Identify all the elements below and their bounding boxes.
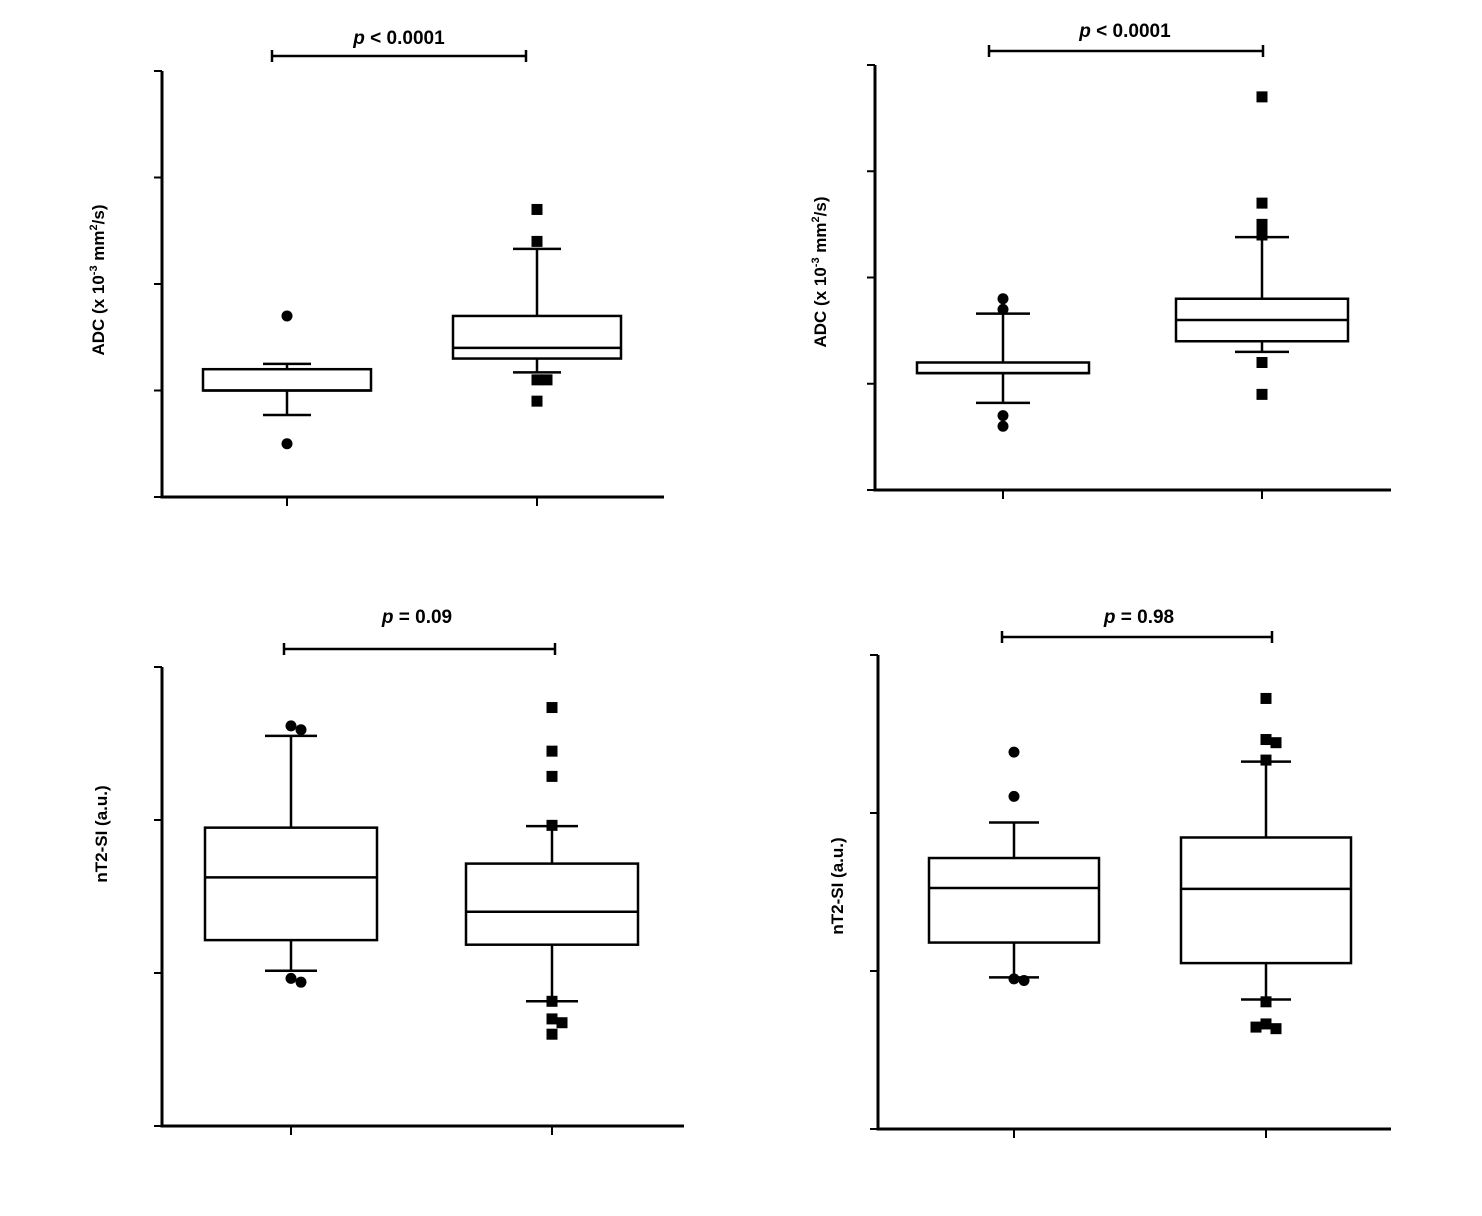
y-axis-label: nT2-SI (a.u.) bbox=[92, 785, 111, 882]
outlier-point bbox=[531, 395, 543, 407]
outlier-point bbox=[295, 724, 307, 736]
p-value-symbol: p bbox=[1078, 21, 1091, 42]
y-axis-label: ADC (x 10-3 mm2/s) bbox=[810, 196, 830, 347]
outlier-point bbox=[997, 410, 1009, 422]
y-axis-label-exponent: 2 bbox=[810, 216, 822, 222]
outlier-point bbox=[285, 972, 297, 984]
outlier-point bbox=[1270, 737, 1282, 749]
outlier-point bbox=[1256, 197, 1268, 209]
outlier-point bbox=[546, 1013, 558, 1025]
outlier-point bbox=[531, 235, 543, 247]
y-axis-label-exponent: -3 bbox=[88, 265, 100, 275]
y-axis-label-exponent: 2 bbox=[88, 224, 100, 230]
outlier-point bbox=[1018, 974, 1030, 986]
y-axis-label-unit: /s) bbox=[89, 204, 108, 224]
y-axis-label-exponent: -3 bbox=[810, 257, 822, 267]
box-iqr bbox=[464, 862, 640, 946]
p-value-text: = 0.09 bbox=[393, 607, 452, 628]
outlier-point bbox=[541, 374, 553, 386]
p-value-label: p < 0.0001 bbox=[352, 28, 445, 49]
p-value-text: < 0.0001 bbox=[1091, 21, 1171, 42]
p-value-text: = 0.98 bbox=[1115, 607, 1174, 628]
y-axis-label-text: ADC (x 10 bbox=[89, 275, 108, 355]
outlier-point bbox=[546, 1028, 558, 1040]
box-iqr bbox=[201, 367, 373, 392]
outlier-point bbox=[546, 995, 558, 1007]
outlier-point bbox=[1260, 996, 1272, 1008]
y-axis-label-unit: /s) bbox=[811, 196, 830, 216]
outlier-point bbox=[1256, 388, 1268, 400]
outlier-point bbox=[997, 293, 1009, 305]
outlier-point bbox=[546, 819, 558, 831]
outlier-point bbox=[281, 310, 293, 322]
chart-panel-b: ADC (x 10-3 mm2/s) p < 0.0001 bbox=[810, 21, 1391, 499]
outlier-point bbox=[1256, 357, 1268, 368]
outlier-point bbox=[546, 702, 558, 714]
outlier-point bbox=[1008, 746, 1020, 758]
y-axis-label-text: nT2-SI (a.u.) bbox=[92, 785, 111, 882]
outlier-point bbox=[281, 438, 293, 450]
box-iqr bbox=[927, 856, 1101, 944]
outlier-point bbox=[285, 720, 297, 732]
outlier-point bbox=[1270, 1023, 1282, 1035]
outlier-point bbox=[1260, 692, 1272, 704]
box-iqr bbox=[1179, 836, 1353, 965]
outlier-point bbox=[1260, 754, 1272, 766]
outlier-point bbox=[546, 745, 558, 757]
y-axis-label-unit: mm bbox=[89, 230, 108, 265]
y-axis-label-text: nT2-SI (a.u.) bbox=[828, 837, 847, 934]
outlier-point bbox=[1250, 1021, 1262, 1033]
p-value-symbol: p bbox=[352, 28, 365, 49]
outlier-point bbox=[1256, 229, 1268, 241]
outlier-point bbox=[1260, 734, 1272, 746]
outlier-point bbox=[1256, 91, 1268, 103]
p-value-label: p = 0.98 bbox=[1103, 607, 1174, 628]
p-value-symbol: p bbox=[1103, 607, 1116, 628]
chart-panel-d: nT2-SI (a.u.) p = 0.98 bbox=[828, 607, 1391, 1138]
p-value-text: < 0.0001 bbox=[365, 28, 445, 49]
chart-panel-a: ADC (x 10-3 mm2/s) p < 0.0001 bbox=[88, 28, 664, 506]
outlier-point bbox=[1256, 218, 1268, 230]
y-axis-label-text: ADC (x 10 bbox=[811, 267, 830, 347]
outlier-point bbox=[546, 770, 558, 782]
outlier-point bbox=[295, 976, 307, 988]
p-value-label: p = 0.09 bbox=[381, 607, 452, 628]
box-iqr bbox=[451, 314, 623, 360]
outlier-point bbox=[531, 374, 543, 386]
y-axis-label-unit: mm bbox=[811, 222, 830, 257]
p-value-label: p < 0.0001 bbox=[1078, 21, 1171, 42]
outlier-point bbox=[556, 1017, 568, 1029]
outlier-point bbox=[1260, 1018, 1272, 1030]
y-axis-label: nT2-SI (a.u.) bbox=[828, 837, 847, 934]
box-iqr bbox=[203, 826, 379, 942]
outlier-point bbox=[997, 420, 1009, 432]
box-iqr bbox=[915, 361, 1091, 375]
outlier-point bbox=[1008, 790, 1020, 802]
outlier-point bbox=[997, 303, 1009, 315]
y-axis-label: ADC (x 10-3 mm2/s) bbox=[88, 204, 108, 355]
outlier-point bbox=[1008, 973, 1020, 985]
outlier-point bbox=[531, 203, 543, 215]
chart-panel-c: nT2-SI (a.u.) p = 0.09 bbox=[92, 607, 684, 1135]
p-value-symbol: p bbox=[381, 607, 394, 628]
